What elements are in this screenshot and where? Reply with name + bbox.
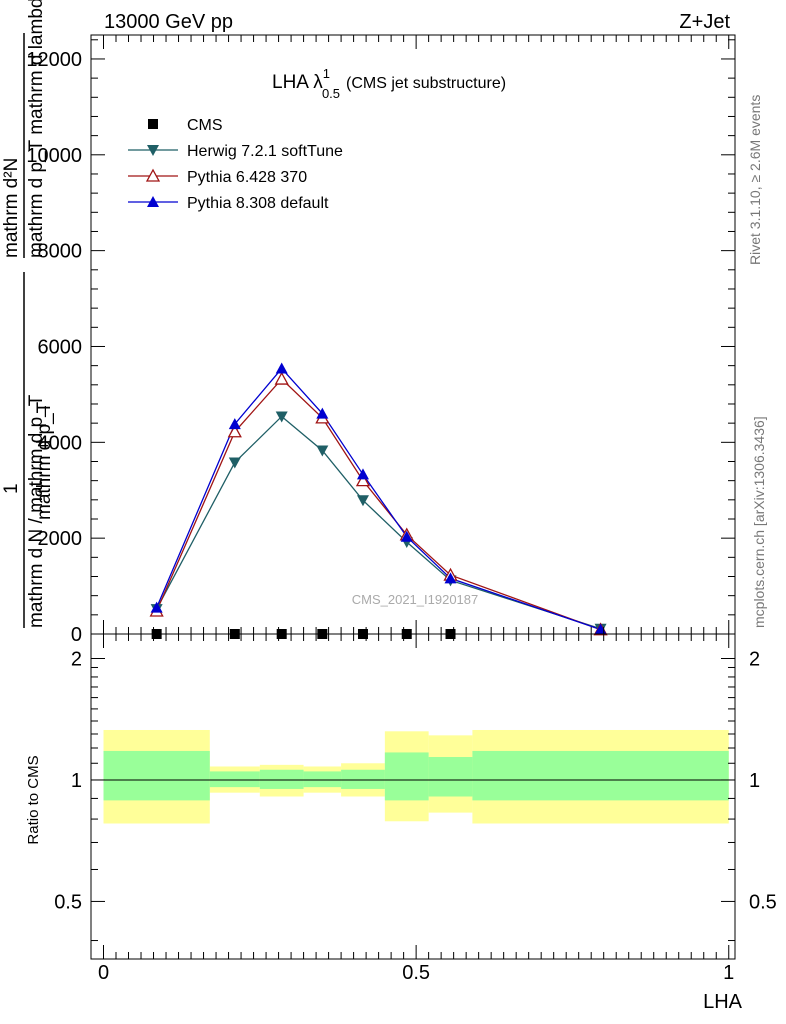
data-point <box>228 418 241 430</box>
ratio-band-inner <box>341 769 385 789</box>
data-point <box>275 362 288 374</box>
data-point <box>356 468 369 480</box>
ratio-frame <box>90 633 736 960</box>
x-tick-label: 0.5 <box>402 962 430 984</box>
plot-title-sub: 0.5 <box>322 86 340 101</box>
y-tick-label: 10000 <box>26 145 82 167</box>
ratio-y-tick-label: 0.5 <box>54 891 82 913</box>
watermark: CMS_2021_I1920187 <box>352 592 479 607</box>
main-panel: 0 2000 4000 6000 8000 10000 12000 LHA λ1 0.5 (CM… <box>26 34 736 646</box>
ratio-band-inner <box>103 750 210 801</box>
data-point <box>275 411 288 423</box>
ratio-y-tick-label: 1 <box>71 770 82 792</box>
main-y-axis-label: mathrm d²N mathrm d p_T mathrm d lambda … <box>1 0 55 628</box>
data-point <box>316 407 329 419</box>
plot-title-sup: 1 <box>323 66 330 81</box>
data-point <box>228 457 241 469</box>
y-tick-label: 0 <box>71 624 82 646</box>
data-point <box>150 601 163 613</box>
x-tick-label: 0 <box>98 962 109 984</box>
data-point <box>400 530 413 542</box>
legend-marker <box>145 168 161 182</box>
y-tick-label: 6000 <box>38 336 83 358</box>
ratio-band-inner <box>428 757 473 797</box>
ylabel-denominator-2: mathrm d p_T <box>34 401 55 520</box>
series-line <box>156 378 601 631</box>
legend-label: Herwig 7.2.1 softTune <box>187 143 343 160</box>
series-line <box>156 367 601 631</box>
y-tick-label: 2000 <box>38 528 83 550</box>
mcplots-reference-label: mcplots.cern.ch [arXiv:1306.3436] <box>751 416 767 628</box>
ratio-band-inner <box>303 771 342 788</box>
y-tick-label: 12000 <box>26 49 82 71</box>
legend: CMS Herwig 7.2.1 softTune Pythia 6.428 370… <box>128 117 343 212</box>
ratio-band-inner <box>209 771 260 788</box>
y-tick-label: 8000 <box>38 241 83 263</box>
series-line <box>156 415 601 630</box>
ratio-y-axis-label: Ratio to CMS <box>25 755 42 844</box>
x-tick-label: 1 <box>723 962 734 984</box>
ratio-band-inner <box>472 750 729 801</box>
ylabel-numerator-2: mathrm d p_T mathrm d lambda <box>26 0 47 258</box>
plot-title-main: LHA λ <box>272 72 323 93</box>
ylabel-denominator-1: mathrm d N / mathrm d p_T <box>26 394 47 628</box>
data-point <box>355 473 371 487</box>
legend-label: CMS <box>187 117 223 134</box>
ratio-y-tick-label-right: 1 <box>749 770 760 792</box>
ratio-band-inner <box>384 752 429 801</box>
plot-title-suffix: (CMS jet substructure) <box>346 75 506 92</box>
ylabel-numerator-1: mathrm d²N <box>1 158 22 258</box>
legend-label: Pythia 6.428 370 <box>187 169 307 186</box>
plot-title: LHA λ1 0.5 (CMS jet substructure) <box>272 66 506 101</box>
ratio-panel: 0.5 0.5 1 1 2 2 0 0.5 1 Ratio to CMS LHA <box>25 633 777 1013</box>
rivet-version-label: Rivet 3.1.10, ≥ 2.6M events <box>747 95 763 265</box>
ratio-y-tick-label-right: 2 <box>749 648 760 670</box>
data-point <box>444 572 457 584</box>
y-tick-label: 4000 <box>38 432 83 454</box>
data-point <box>316 445 329 457</box>
legend-marker <box>147 196 159 207</box>
legend-label: Pythia 8.308 default <box>187 195 329 212</box>
x-axis-label: LHA <box>703 991 743 1013</box>
data-point <box>227 424 242 438</box>
ratio-band-inner <box>259 769 304 789</box>
header-left-label: 13000 GeV pp <box>104 11 233 33</box>
legend-marker <box>147 145 159 156</box>
legend-marker <box>148 119 158 129</box>
header-right-label: Z+Jet <box>679 11 730 33</box>
data-point <box>356 495 369 507</box>
ratio-y-tick-label: 2 <box>71 648 82 670</box>
ratio-y-tick-label-right: 0.5 <box>749 891 777 913</box>
data-point <box>274 371 289 385</box>
ylabel-one: 1 <box>1 483 22 494</box>
